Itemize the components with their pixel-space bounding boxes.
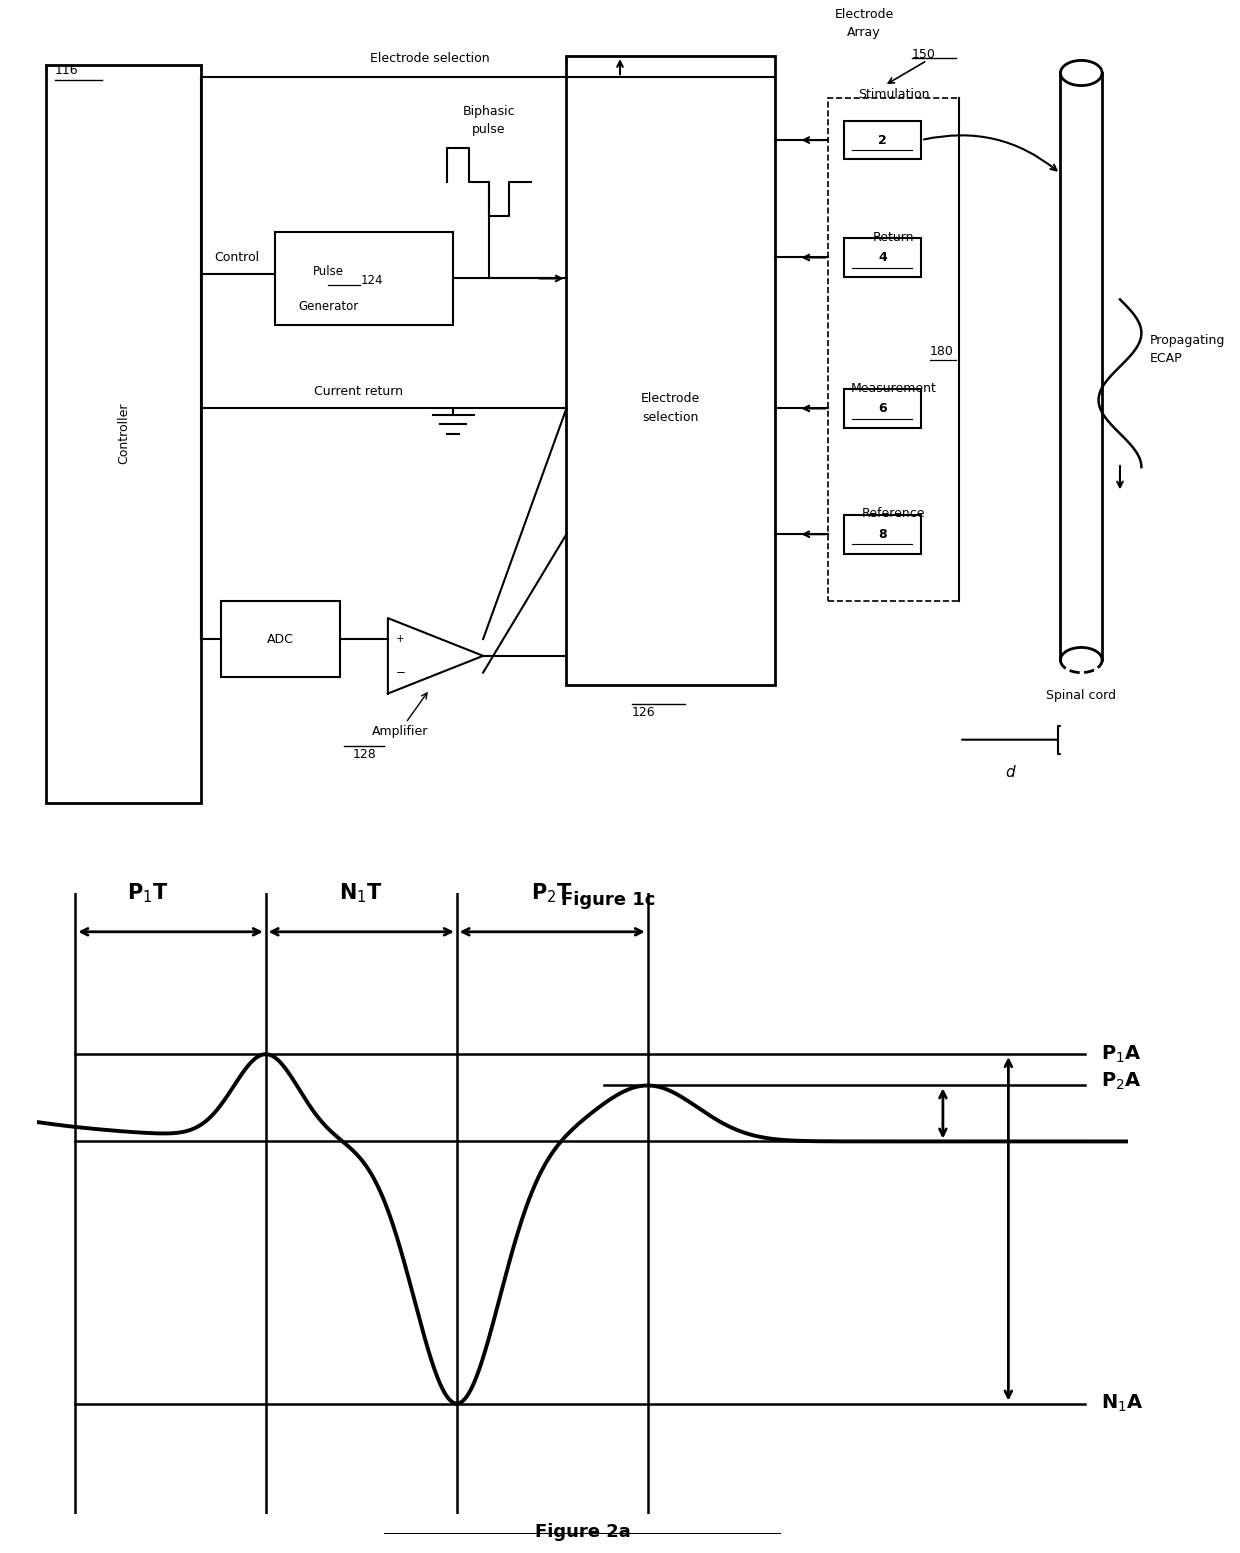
Bar bbox=[843, 516, 921, 553]
Bar bbox=[828, 98, 960, 601]
Text: 8: 8 bbox=[878, 528, 887, 540]
Text: Electrode selection: Electrode selection bbox=[370, 51, 490, 65]
Text: 124: 124 bbox=[361, 273, 383, 287]
Ellipse shape bbox=[1060, 61, 1102, 85]
Text: P$_1$T: P$_1$T bbox=[126, 881, 169, 904]
Text: Electrode
selection: Electrode selection bbox=[641, 393, 701, 424]
Text: N$_1$T: N$_1$T bbox=[340, 881, 383, 904]
Text: Pulse: Pulse bbox=[312, 266, 343, 278]
Text: P$_2$T: P$_2$T bbox=[532, 881, 573, 904]
Text: Figure 2a: Figure 2a bbox=[534, 1522, 631, 1541]
Text: −: − bbox=[397, 666, 405, 679]
Text: 128: 128 bbox=[352, 749, 376, 761]
Text: +: + bbox=[397, 634, 404, 644]
Text: Control: Control bbox=[215, 252, 259, 264]
Text: 6: 6 bbox=[878, 402, 887, 415]
Text: Stimulation: Stimulation bbox=[858, 89, 930, 101]
Text: Amplifier: Amplifier bbox=[372, 725, 428, 738]
Bar bbox=[221, 601, 340, 677]
Text: Current return: Current return bbox=[314, 385, 403, 398]
Text: Measurement: Measurement bbox=[851, 382, 936, 394]
Text: P$_1$A: P$_1$A bbox=[1101, 1044, 1142, 1065]
Bar bbox=[567, 56, 775, 685]
Polygon shape bbox=[388, 618, 484, 694]
Text: 116: 116 bbox=[55, 64, 78, 78]
Text: Propagating
ECAP: Propagating ECAP bbox=[1149, 334, 1225, 365]
Bar bbox=[843, 121, 921, 160]
Text: P$_2$A: P$_2$A bbox=[1101, 1072, 1142, 1092]
Text: 126: 126 bbox=[632, 707, 656, 719]
Text: Electrode
Array: Electrode Array bbox=[835, 8, 894, 39]
Text: 2: 2 bbox=[878, 134, 887, 146]
Text: Return: Return bbox=[873, 231, 915, 244]
Text: Reference: Reference bbox=[862, 508, 925, 520]
Bar bbox=[843, 390, 921, 427]
Text: Controller: Controller bbox=[117, 402, 130, 464]
Text: Spinal cord: Spinal cord bbox=[1047, 690, 1116, 702]
Bar bbox=[843, 238, 921, 276]
Bar bbox=[46, 65, 201, 803]
Text: d: d bbox=[1006, 764, 1014, 780]
Bar bbox=[275, 233, 454, 325]
Text: 180: 180 bbox=[930, 345, 954, 359]
Text: N$_1$A: N$_1$A bbox=[1101, 1393, 1143, 1415]
Text: 150: 150 bbox=[911, 48, 935, 61]
Text: ADC: ADC bbox=[268, 632, 294, 646]
Text: Biphasic
pulse: Biphasic pulse bbox=[463, 106, 516, 135]
Text: Generator: Generator bbox=[299, 300, 358, 312]
Text: Figure 1c: Figure 1c bbox=[560, 891, 655, 909]
Text: 4: 4 bbox=[878, 252, 887, 264]
